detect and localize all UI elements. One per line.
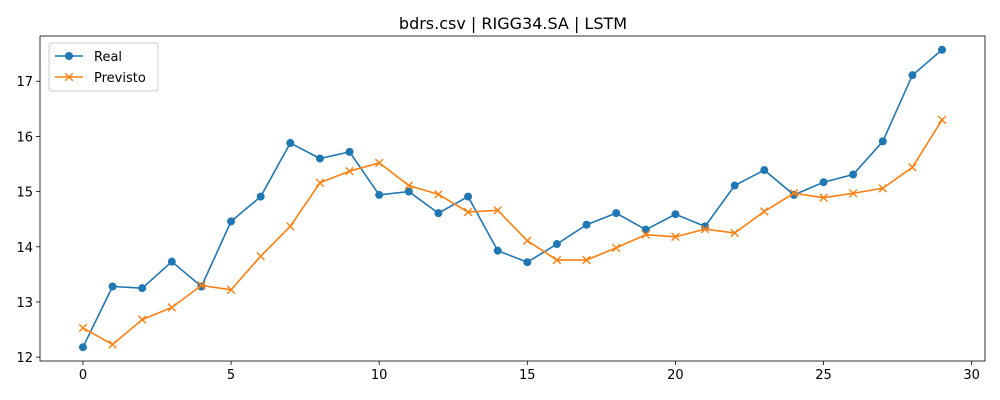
data-point-previsto [167,303,177,312]
legend-marker-previsto [64,72,74,82]
y-tick-label: 13 [16,296,33,311]
x-axis: 0 5 10 15 20 25 30 [79,361,980,383]
x-tick-label: 20 [667,368,684,383]
data-point-real [78,343,87,352]
series-previsto [78,115,947,349]
legend-marker-real [65,52,73,60]
data-point-real [286,139,295,148]
data-point-real [108,282,117,291]
data-point-real [523,258,532,267]
data-point-previsto [760,207,769,216]
plot-area [39,35,986,362]
data-point-previsto [819,193,828,202]
data-point-real [404,187,413,196]
data-point-real [197,282,206,291]
data-point-previsto [286,222,295,231]
data-point-real [375,190,384,199]
data-point-real [730,181,739,190]
data-point-real [138,284,147,293]
data-point-previsto [908,163,917,172]
data-point-previsto [789,188,799,198]
data-point-previsto [345,166,354,176]
data-point-previsto [226,285,236,295]
x-tick-label: 25 [815,368,832,383]
series-layer [78,45,947,352]
chart-title: bdrs.csv | RIGG34.SA | LSTM [399,14,627,33]
x-tick-label: 30 [963,368,980,383]
data-point-previsto [523,236,532,246]
data-point-real [552,240,561,249]
data-point-real [464,192,473,201]
data-point-previsto [404,181,414,190]
data-point-real [701,222,710,231]
data-point-previsto [137,315,147,324]
data-point-previsto [108,340,117,349]
data-point-previsto [937,115,947,125]
data-point-previsto [315,178,325,188]
data-point-real [345,147,354,156]
data-point-previsto [374,158,384,168]
data-point-previsto [78,323,88,333]
data-point-real [908,71,917,80]
legend-label-real: Real [94,50,122,65]
data-point-previsto [582,255,591,265]
series-real [78,45,947,352]
data-point-real [493,246,502,255]
data-point-previsto [197,281,206,290]
data-point-real [819,178,828,187]
data-point-real [227,217,236,226]
x-tick-label: 0 [79,368,87,383]
data-point-real [671,210,680,219]
data-point-previsto [552,255,562,265]
data-point-real [760,166,769,175]
y-tick-label: 17 [16,75,33,90]
data-point-previsto [848,188,858,198]
legend-label-previsto: Previsto [94,71,146,86]
y-tick-label: 16 [16,130,33,145]
data-point-real [434,209,443,218]
data-point-previsto [463,207,473,217]
data-point-real [849,170,858,179]
series-line-real [82,49,943,348]
y-tick-label: 15 [16,186,33,201]
y-tick-label: 12 [16,351,33,366]
x-tick-label: 10 [371,368,388,383]
y-axis: 12 13 14 15 16 17 [16,75,40,366]
y-tick-label: 14 [16,241,33,256]
data-point-previsto [878,183,888,193]
data-point-real [582,220,591,229]
data-point-real [878,137,887,146]
data-point-previsto [256,251,265,261]
data-point-previsto [493,206,502,215]
data-point-real [167,257,176,266]
data-point-real [612,209,621,218]
x-tick-label: 5 [227,368,235,383]
plot-frame [39,35,986,362]
legend: Real Previsto [48,42,159,92]
data-point-previsto [611,243,621,253]
x-tick-label: 15 [519,368,536,383]
data-point-real [256,192,265,201]
legend-box [48,42,159,92]
data-point-real [938,45,947,54]
data-point-previsto [700,224,710,234]
data-point-real [315,154,324,163]
data-point-previsto [730,228,739,238]
data-point-previsto [671,232,680,242]
data-point-previsto [434,190,443,199]
series-line-previsto [82,119,943,346]
data-point-previsto [641,230,651,239]
